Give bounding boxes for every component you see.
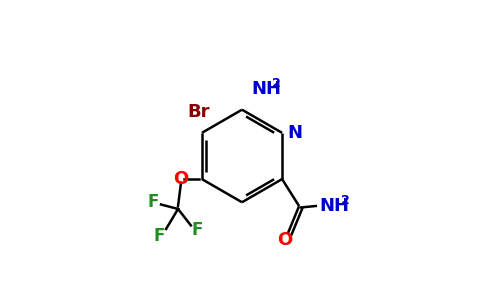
Text: NH: NH: [251, 80, 281, 98]
Text: 2: 2: [272, 77, 281, 90]
Text: F: F: [153, 226, 165, 244]
Text: F: F: [148, 193, 159, 211]
Text: 2: 2: [341, 194, 349, 207]
Text: O: O: [173, 170, 189, 188]
Text: NH: NH: [319, 197, 349, 215]
Text: F: F: [191, 220, 202, 238]
Text: N: N: [287, 124, 302, 142]
Text: O: O: [277, 231, 293, 249]
Text: Br: Br: [188, 103, 210, 121]
